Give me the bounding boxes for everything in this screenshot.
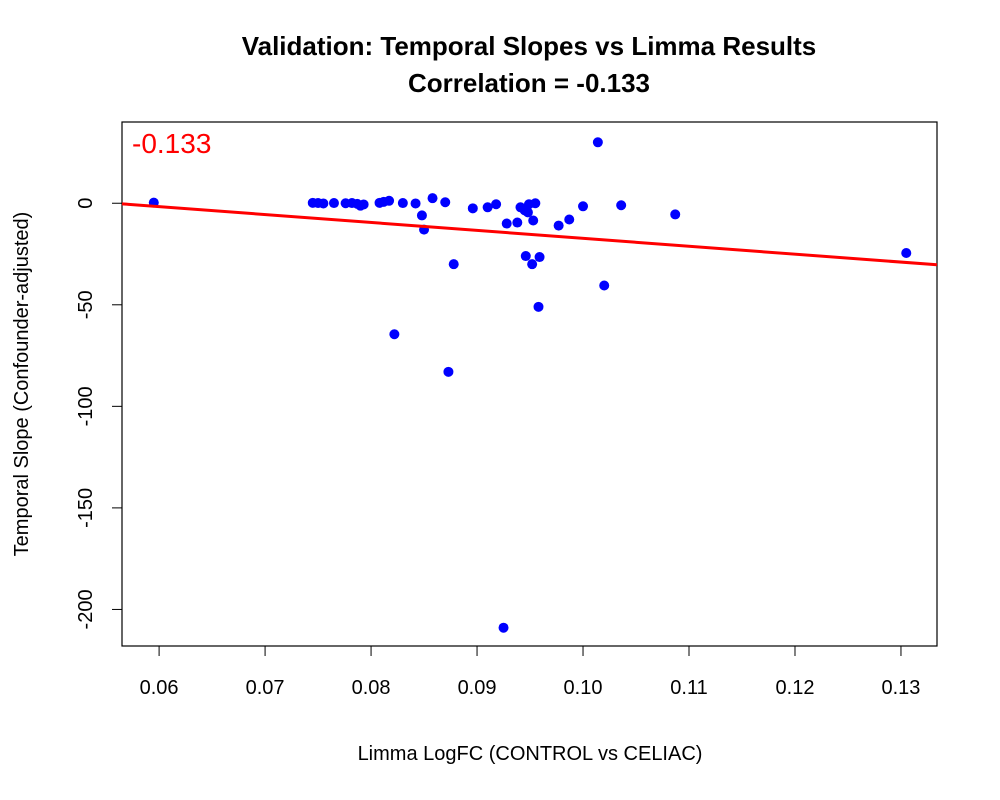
data-point — [328, 198, 339, 209]
x-tick-label: 0.12 — [776, 677, 815, 699]
data-point — [448, 259, 459, 270]
data-point — [901, 248, 912, 258]
x-tick-label: 0.06 — [140, 677, 179, 699]
regression-line — [121, 202, 938, 267]
data-point — [616, 200, 627, 211]
chart-title: Validation: Temporal Slopes vs Limma Res… — [242, 31, 817, 61]
chart-subtitle: Correlation = -0.133 — [408, 68, 650, 98]
x-tick-label: 0.10 — [564, 677, 603, 699]
data-point — [501, 218, 512, 229]
data-point — [491, 199, 502, 210]
data-point — [530, 198, 541, 209]
y-axis: 0 -50 -100 -150 -200 — [75, 198, 123, 629]
data-point — [564, 214, 575, 225]
data-point — [482, 202, 493, 213]
x-tick-label: 0.09 — [458, 677, 497, 699]
data-point — [522, 207, 533, 218]
y-tick-label: -100 — [75, 386, 97, 426]
data-point — [440, 197, 451, 208]
data-point — [427, 193, 438, 204]
data-point — [397, 198, 408, 209]
y-tick-label: 0 — [75, 198, 97, 209]
x-tick-label: 0.08 — [352, 677, 391, 699]
x-tick-label: 0.11 — [670, 677, 707, 699]
data-point — [410, 198, 421, 209]
y-tick-label: -200 — [75, 589, 97, 629]
plot-area — [121, 137, 938, 633]
data-point — [498, 622, 509, 633]
data-point — [512, 217, 523, 228]
data-point — [389, 329, 400, 340]
data-point — [384, 195, 395, 206]
y-axis-label: Temporal Slope (Confounder-adjusted) — [11, 212, 33, 557]
data-point — [318, 198, 329, 209]
data-point — [358, 199, 369, 210]
data-point — [443, 366, 454, 377]
data-point — [416, 210, 427, 221]
data-point — [467, 203, 478, 214]
data-point — [533, 301, 544, 312]
data-point — [520, 251, 531, 262]
x-tick-label: 0.07 — [246, 677, 285, 699]
correlation-annotation: -0.133 — [132, 128, 211, 159]
data-point — [599, 280, 610, 291]
data-point — [528, 215, 539, 226]
data-point — [534, 252, 545, 263]
data-point — [670, 209, 681, 220]
y-tick-label: -150 — [75, 488, 97, 528]
x-tick-label: 0.13 — [881, 677, 920, 699]
data-point — [527, 259, 538, 270]
data-point — [578, 201, 589, 212]
data-point — [553, 220, 564, 231]
x-axis-label: Limma LogFC (CONTROL vs CELIAC) — [358, 743, 703, 765]
data-point — [592, 137, 603, 148]
y-tick-label: -50 — [75, 290, 97, 319]
x-axis: 0.06 0.07 0.08 0.09 0.10 0.11 0.12 0.13 — [140, 645, 920, 699]
